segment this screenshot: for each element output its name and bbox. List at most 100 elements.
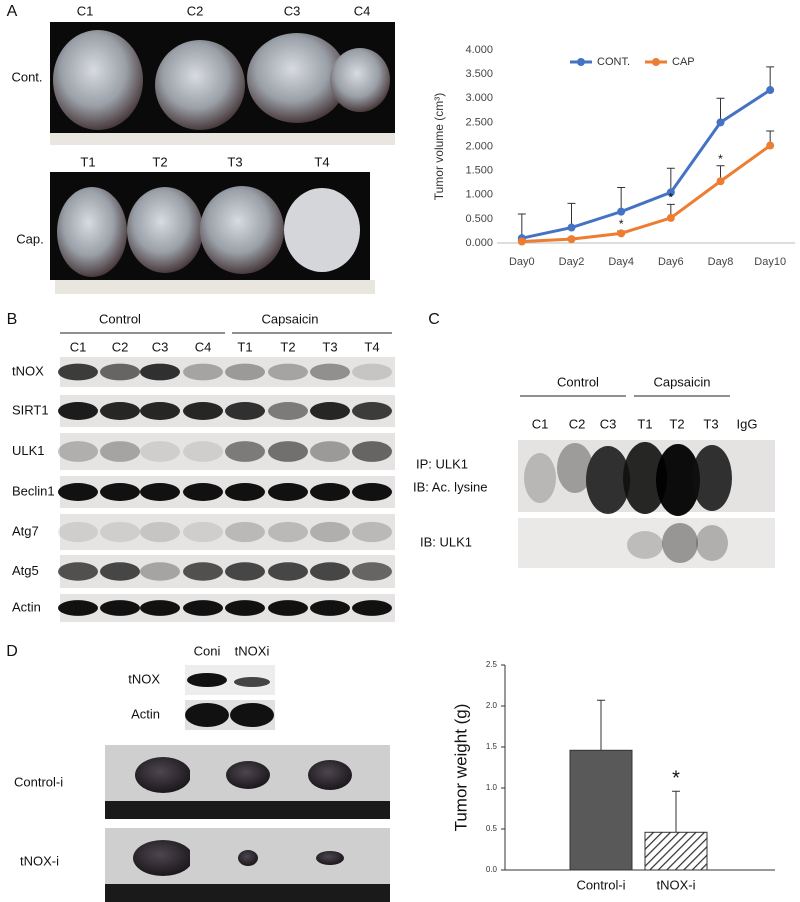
- x-tick-label: tNOX-i: [657, 877, 696, 892]
- band: [183, 441, 223, 462]
- band: [627, 531, 663, 559]
- band: [58, 521, 98, 543]
- band: [187, 673, 227, 687]
- band: [524, 453, 556, 503]
- row-label: ULK1: [12, 443, 45, 458]
- row-label: Beclin1: [12, 483, 55, 498]
- band: [268, 600, 308, 616]
- band: [623, 442, 667, 514]
- row-label: tNOX: [128, 671, 160, 686]
- band: [100, 521, 140, 543]
- band: [140, 600, 180, 616]
- band: [310, 521, 350, 543]
- tumor: [316, 851, 344, 865]
- group-label: Control: [557, 374, 599, 389]
- band: [58, 402, 98, 420]
- band: [268, 363, 308, 381]
- row-label: Actin: [131, 706, 160, 721]
- point: [617, 207, 626, 216]
- tumor: [330, 48, 390, 112]
- point: [617, 229, 626, 238]
- band: [58, 441, 98, 462]
- y-tick-label: 2.0: [486, 701, 498, 710]
- band: [352, 363, 392, 381]
- lane-label: T3: [703, 416, 718, 431]
- band: [230, 703, 274, 727]
- row-label: Atg5: [12, 563, 39, 578]
- band: [183, 600, 223, 616]
- significance: *: [672, 768, 680, 790]
- y-tick-label: 2.500: [465, 116, 493, 128]
- row-label: Actin: [12, 599, 41, 614]
- band: [268, 483, 308, 501]
- lane-label: T4: [314, 154, 329, 169]
- series-line: [521, 144, 772, 244]
- blot: [60, 514, 395, 550]
- tumor: [200, 186, 284, 274]
- band: [268, 441, 308, 462]
- lane-label: C2: [569, 416, 586, 431]
- tumor: [57, 187, 127, 277]
- row-label: Cont.: [11, 69, 42, 84]
- error-bar: [567, 202, 576, 228]
- error-bar: [672, 790, 680, 833]
- error-bar: [617, 187, 626, 212]
- band: [140, 363, 180, 381]
- blot-label: IB: ULK1: [420, 534, 472, 549]
- group-label: Capsaicin: [653, 374, 710, 389]
- error-bar: [517, 213, 526, 239]
- band: [586, 446, 630, 514]
- ruler: [272, 801, 390, 819]
- lane-label: T1: [80, 154, 95, 169]
- lane-label: tNOXi: [235, 643, 270, 658]
- y-tick-label: 0.000: [465, 237, 493, 249]
- band: [234, 677, 270, 687]
- band: [656, 444, 700, 516]
- blot: [518, 518, 775, 568]
- error-bar: [597, 699, 605, 751]
- band: [140, 402, 180, 420]
- band: [58, 600, 98, 616]
- band: [310, 363, 350, 381]
- lane-label: C3: [152, 339, 169, 354]
- tumor: [135, 757, 191, 793]
- lane-label: Coni: [194, 643, 221, 658]
- y-tick-label: 1.000: [465, 189, 493, 201]
- tumor: [308, 760, 352, 790]
- band: [225, 402, 265, 420]
- y-tick-label: 1.0: [486, 783, 498, 792]
- y-tick-label: 2.5: [486, 660, 498, 669]
- lane-label: T3: [227, 154, 242, 169]
- y-axis-label: Tumor volume (cm³): [432, 93, 446, 201]
- band: [696, 525, 728, 561]
- x-tick-label: Day10: [754, 256, 786, 268]
- panel-label: B: [7, 311, 18, 328]
- group-label: Control: [99, 311, 141, 326]
- lane-label: T2: [669, 416, 684, 431]
- tumor: [284, 188, 360, 272]
- band: [100, 363, 140, 381]
- bar: [569, 749, 633, 871]
- tumor: [238, 850, 258, 866]
- point: [666, 213, 675, 222]
- band: [100, 402, 140, 420]
- lane-label: C1: [70, 339, 87, 354]
- band: [183, 483, 223, 501]
- significance: *: [718, 152, 723, 166]
- lane-label: C3: [600, 416, 617, 431]
- band: [310, 562, 350, 581]
- band: [692, 445, 732, 511]
- lane-label: T4: [364, 339, 379, 354]
- panel-label: C: [428, 311, 440, 328]
- band: [100, 441, 140, 462]
- lane-label: C2: [112, 339, 129, 354]
- x-tick-label: Day2: [559, 256, 585, 268]
- y-tick-label: 3.000: [465, 92, 493, 104]
- panel-label: A: [7, 3, 18, 20]
- point: [716, 118, 725, 127]
- band: [310, 402, 350, 420]
- row-label: Control-i: [14, 774, 63, 789]
- ruler: [55, 280, 375, 294]
- row-label: tNOX: [12, 363, 44, 378]
